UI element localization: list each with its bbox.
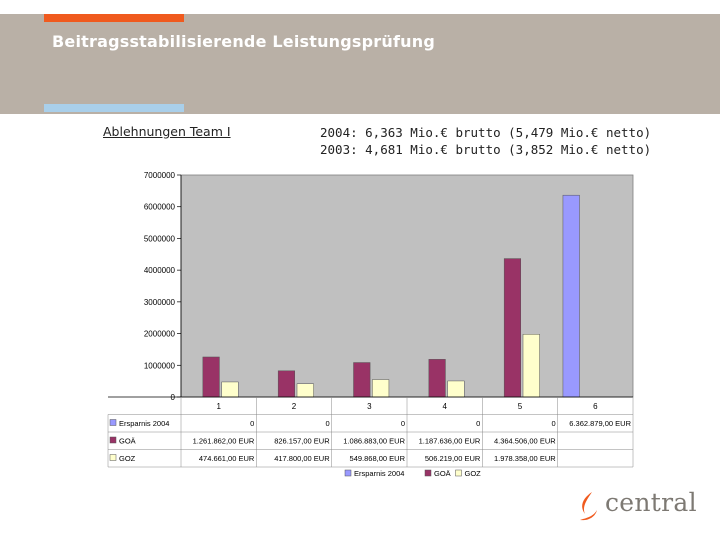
table-cell: 1.978.358,00 EUR xyxy=(494,454,556,463)
table-cell: 1.086.883,00 EUR xyxy=(343,437,405,446)
y-tick-label: 6000000 xyxy=(144,203,176,212)
y-tick-label: 5000000 xyxy=(144,234,176,243)
x-tick-label: 6 xyxy=(593,402,598,411)
header-band xyxy=(0,14,720,114)
table-cell: 6.362.879,00 EUR xyxy=(569,419,631,428)
bar xyxy=(277,370,296,398)
bar xyxy=(503,258,522,398)
accent-bar-orange xyxy=(44,14,184,22)
x-tick-label: 4 xyxy=(442,402,447,411)
y-tick-label: 7000000 xyxy=(144,171,176,180)
table-row-swatch xyxy=(109,436,117,444)
bar xyxy=(221,381,239,398)
x-tick-label: 5 xyxy=(518,402,523,411)
y-tick-label: 3000000 xyxy=(144,298,176,307)
y-tick-label: 1000000 xyxy=(144,361,176,370)
bar xyxy=(296,383,314,398)
bar xyxy=(428,359,446,398)
central-logo: central xyxy=(575,488,705,524)
table-cell: 549.868,00 EUR xyxy=(350,454,406,463)
bar xyxy=(202,356,220,398)
team-label: Ablehnungen Team I xyxy=(103,124,231,139)
table-row-swatch xyxy=(109,419,117,426)
legend-label: Ersparnis 2004 xyxy=(354,469,404,478)
table-cell: 4.364.506,00 EUR xyxy=(494,437,556,446)
plot-area xyxy=(180,174,634,398)
logo-text: central xyxy=(605,488,697,517)
bar xyxy=(522,334,540,398)
table-cell: 0 xyxy=(551,419,555,428)
table-cell: 826.157,00 EUR xyxy=(274,437,330,446)
x-tick-label: 3 xyxy=(367,402,372,411)
central-flame-icon xyxy=(580,492,597,521)
table-cell: 0 xyxy=(250,419,254,428)
bar xyxy=(372,379,390,398)
slide-title: Beitragsstabilisierende Leistungsprüfung xyxy=(52,32,435,51)
table-cell: 0 xyxy=(325,419,329,428)
table-cell: 1.261.862,00 EUR xyxy=(193,437,255,446)
table-row-label: GOZ xyxy=(119,454,136,463)
stats-line-2003: 2003: 4,681 Mio.€ brutto (3,852 Mio.€ ne… xyxy=(320,142,652,157)
legend-swatch xyxy=(424,469,432,477)
accent-bar-blue xyxy=(44,104,184,112)
x-tick-label: 1 xyxy=(216,402,221,411)
legend-swatch xyxy=(455,469,462,477)
table-cell: 417.800,00 EUR xyxy=(274,454,330,463)
table-cell: 474.661,00 EUR xyxy=(199,454,255,463)
table-cell: 1.187.636,00 EUR xyxy=(419,437,481,446)
bar xyxy=(447,380,465,398)
legend-label: GOZ xyxy=(465,469,482,478)
y-tick-label: 4000000 xyxy=(144,266,176,275)
bar xyxy=(562,194,580,398)
table-row-swatch xyxy=(109,454,117,461)
y-tick-label: 0 xyxy=(171,393,176,402)
stats-block: 2004: 6,363 Mio.€ brutto (5,479 Mio.€ ne… xyxy=(320,124,651,158)
table-cell: 506.219,00 EUR xyxy=(425,454,481,463)
x-tick-label: 2 xyxy=(292,402,297,411)
y-tick-label: 2000000 xyxy=(144,330,176,339)
table-row-label: GOÄ xyxy=(119,437,136,446)
bar-chart: 0100000020000003000000400000050000006000… xyxy=(107,171,634,478)
table-cell: 0 xyxy=(401,419,405,428)
legend-label: GOÄ xyxy=(434,469,451,478)
legend-swatch xyxy=(344,469,352,477)
table-cell: 0 xyxy=(476,419,480,428)
stats-line-2004: 2004: 6,363 Mio.€ brutto (5,479 Mio.€ ne… xyxy=(320,125,652,140)
table-row-label: Ersparnis 2004 xyxy=(119,419,169,428)
bar xyxy=(353,362,371,398)
